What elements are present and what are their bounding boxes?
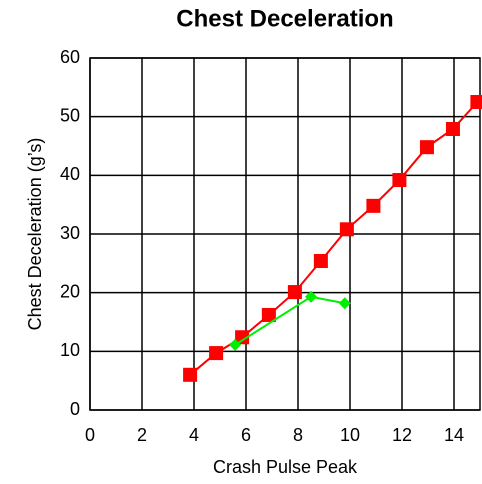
marker [470, 95, 482, 109]
marker [392, 173, 407, 188]
plot-frame [89, 57, 481, 411]
marker [313, 253, 328, 268]
marker [305, 290, 317, 303]
marker [445, 121, 460, 136]
marker [229, 338, 242, 351]
y-tick-label: 60 [60, 47, 80, 67]
x-tick-label: 2 [137, 425, 147, 445]
marker [209, 346, 224, 361]
y-tick-label: 20 [60, 281, 80, 301]
marker [235, 330, 250, 345]
y-tick-label: 30 [60, 223, 80, 243]
x-tick-label: 8 [293, 425, 303, 445]
y-tick-label: 50 [60, 105, 80, 125]
y-tick-label: 0 [70, 399, 80, 419]
marker [183, 367, 198, 382]
x-tick-label: 14 [444, 425, 464, 445]
marker [339, 222, 354, 237]
marker [261, 307, 276, 322]
y-tick-label: 10 [60, 340, 80, 360]
marker [366, 198, 381, 213]
x-tick-label: 12 [392, 425, 412, 445]
chart-title: Chest Deceleration [176, 5, 393, 32]
x-tick-label: 6 [241, 425, 251, 445]
y-axis-label: Chest Deceleration (g’s) [25, 138, 45, 331]
x-tick-label: 0 [85, 425, 95, 445]
x-axis-label: Crash Pulse Peak [213, 457, 358, 477]
line [189, 101, 479, 376]
x-tick-label: 10 [340, 425, 360, 445]
line [234, 295, 345, 346]
marker [338, 297, 351, 310]
y-tick-label: 40 [60, 164, 80, 184]
x-tick-label: 4 [189, 425, 199, 445]
marker [419, 140, 434, 155]
marker [287, 285, 302, 300]
